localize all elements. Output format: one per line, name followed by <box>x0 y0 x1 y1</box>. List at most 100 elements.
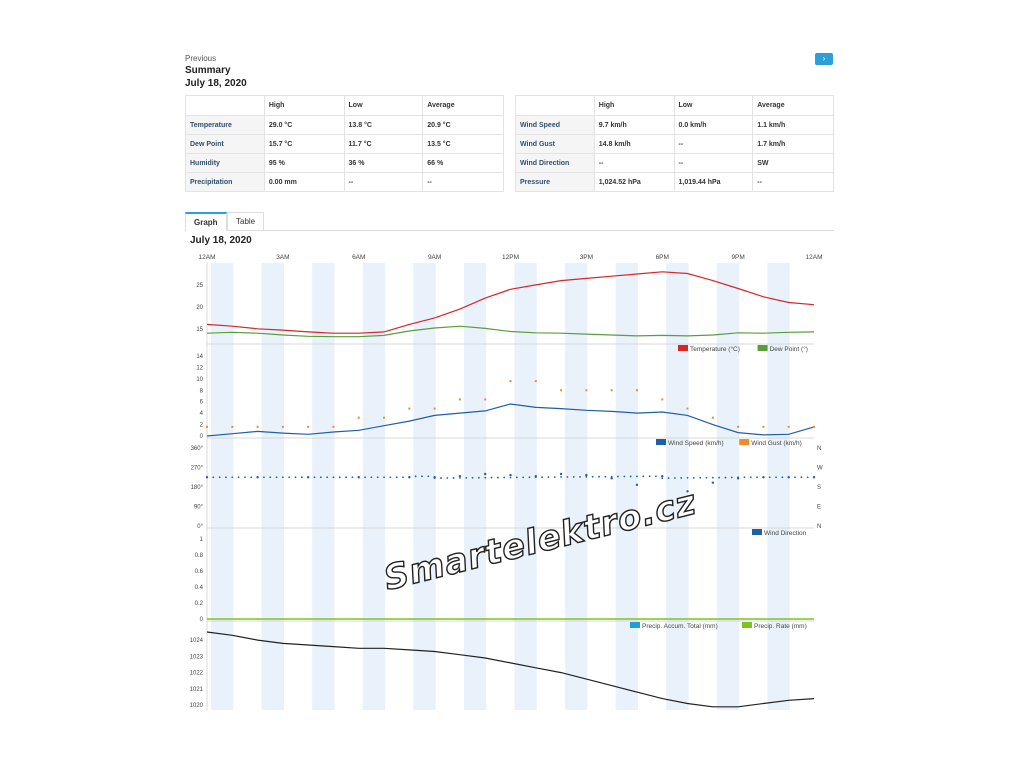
wind-direction-point <box>389 476 392 479</box>
wind-direction-point <box>762 476 765 479</box>
wind-gust-point <box>231 425 234 428</box>
wind-direction-point <box>509 476 512 479</box>
row-label: Wind Direction <box>515 153 595 173</box>
wind-direction-point <box>813 476 815 479</box>
graph-date: July 18, 2020 <box>190 235 252 246</box>
y-tick-label: 14 <box>196 354 203 360</box>
tab-table[interactable]: Table <box>227 212 265 230</box>
wind-direction-point <box>768 476 771 479</box>
previous-link[interactable]: Previous <box>185 54 217 63</box>
wind-gust-point <box>408 407 411 410</box>
y-tick-label: 1021 <box>190 687 204 693</box>
wind-direction-point <box>313 476 316 479</box>
legend-label: Precip. Accum. Total (mm) <box>642 623 718 630</box>
wind-direction-point <box>281 476 284 479</box>
wind-direction-point <box>579 475 581 478</box>
dew-point-line <box>206 325 815 338</box>
y-tick-label: 270° <box>191 466 204 472</box>
wind-direction-point <box>212 476 215 479</box>
wind-direction-point <box>332 476 335 479</box>
x-tick-label: 12PM <box>502 254 519 261</box>
compass-tick-label: E <box>817 505 821 511</box>
time-band <box>767 263 790 710</box>
next-day-button[interactable]: › <box>815 53 833 65</box>
row-label: Temperature <box>185 115 265 135</box>
wind-gust-point <box>787 425 790 428</box>
wind-direction-point <box>598 475 600 478</box>
time-band <box>261 263 284 710</box>
wind-gust-point <box>762 425 765 428</box>
wind-direction-point <box>269 476 272 479</box>
x-tick-label: 6PM <box>656 254 669 261</box>
time-band <box>716 263 740 710</box>
wind-direction-point <box>642 475 645 478</box>
wind-direction-point <box>484 476 487 479</box>
x-tick-label: 9PM <box>731 254 744 261</box>
wind-gust-point <box>737 425 740 428</box>
summary-title: Summary <box>185 65 231 76</box>
wind-direction-point <box>547 476 550 479</box>
cell-high: 0.00 mm <box>263 172 345 192</box>
wind-direction-point <box>553 476 556 478</box>
y-tick-label: 0° <box>197 524 203 530</box>
wind-direction-point <box>250 476 253 479</box>
wind-direction-point <box>629 475 632 478</box>
tab-graph[interactable]: Graph <box>185 212 227 231</box>
wind-direction-point <box>566 476 569 478</box>
wind-direction-point <box>408 476 411 479</box>
wind-direction-point <box>655 475 657 478</box>
y-tick-label: 0.4 <box>195 585 204 591</box>
y-tick-label: 1020 <box>190 703 204 709</box>
legend-label: Wind Speed (km/h) <box>668 440 724 447</box>
y-tick-label: 10 <box>196 377 203 383</box>
wind-direction-point <box>256 476 259 479</box>
wind-direction-point <box>244 476 246 479</box>
y-tick-label: 1024 <box>190 638 204 644</box>
cell-avg: -- <box>422 172 504 192</box>
wind-direction-point <box>515 476 518 479</box>
wind-gust-point <box>813 425 815 428</box>
wind-gust-point <box>357 416 360 419</box>
legend-swatch <box>739 439 750 445</box>
table-row: Dew Point 15.7 °C 11.7 °C 13.5 °C <box>185 134 504 154</box>
wind-gust-point <box>534 380 537 383</box>
wind-direction-point <box>452 477 455 479</box>
wind-direction-point <box>490 476 493 479</box>
wind-direction-point <box>636 475 638 478</box>
wind-direction-point <box>440 477 442 479</box>
compass-tick-label: N <box>817 446 821 452</box>
x-tick-label: 9AM <box>428 254 441 261</box>
wind-direction-point <box>800 476 803 479</box>
time-band <box>514 263 537 710</box>
wind-direction-point <box>496 476 499 479</box>
legend-label: Wind Gust (km/h) <box>751 440 802 447</box>
legend-swatch <box>630 622 640 628</box>
wind-direction-point <box>402 476 404 479</box>
wind-direction-point <box>724 476 727 479</box>
time-band <box>312 263 335 710</box>
wind-gust-point <box>256 425 259 428</box>
wind-direction-point <box>237 476 240 479</box>
summary-table-left: High Low Average Temperature 29.0 °C 13.8 °C 2… <box>185 95 504 192</box>
wind-direction-point <box>541 476 544 479</box>
x-tick-label: 12AM <box>199 254 216 261</box>
compass-tick-label: N <box>817 524 821 530</box>
wind-direction-point <box>749 476 752 479</box>
y-tick-label: 180° <box>191 485 204 491</box>
wind-gust-point <box>635 389 638 392</box>
compass-tick-label: W <box>817 466 823 472</box>
wind-direction-point <box>503 476 506 479</box>
legend-label: Wind Direction <box>764 530 807 537</box>
row-label: Precipitation <box>185 172 265 192</box>
wind-direction-point <box>756 476 758 479</box>
chevron-right-icon: › <box>822 54 826 63</box>
wind-direction-point <box>711 476 714 479</box>
wind-gust-point <box>661 398 664 401</box>
y-tick-label: 20 <box>196 305 203 311</box>
wind-direction-point <box>300 476 303 479</box>
wind-direction-point <box>370 476 373 479</box>
y-tick-label: 0.8 <box>195 553 204 559</box>
cell-high: 1,024.52 hPa <box>593 172 675 192</box>
wind-direction-point <box>364 476 366 479</box>
